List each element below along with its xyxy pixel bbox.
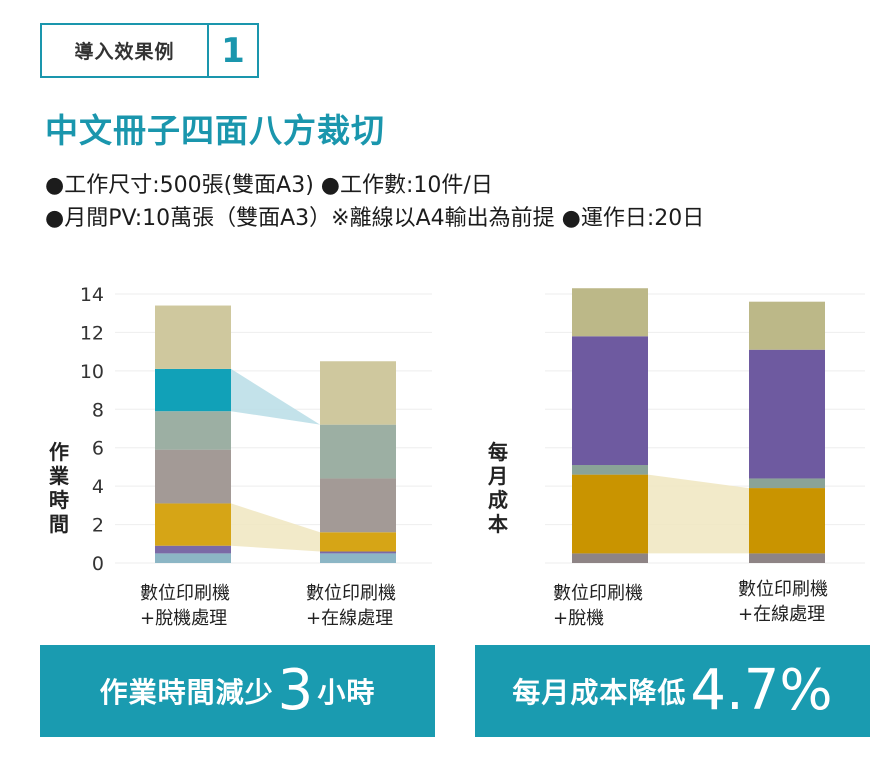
time-bar-2-seg7 (320, 361, 396, 425)
time-y-tick-label: 4 (92, 476, 104, 498)
cost-bar-1-seg5 (572, 288, 648, 337)
time-bar-1-seg5 (155, 411, 231, 450)
cost-reduction-banner: 每月成本降低 4.7% (475, 645, 870, 737)
time-connector (231, 503, 320, 552)
cost-reduction-number: 4.7% (690, 658, 833, 723)
time-bar-1-seg3 (155, 503, 231, 546)
time-bar-1-seg1 (155, 553, 231, 563)
work-time-chart: 0 2 4 6 8 10 12 14 (80, 284, 865, 575)
case-badge: 導入效果例 1 (40, 23, 259, 78)
cost-bar-2-seg3 (749, 478, 825, 489)
page-title: 中文冊子四面八方裁切 (45, 111, 385, 150)
time-reduction-banner: 作業時間減少 3 小時 (40, 645, 435, 737)
time-reduction-unit: 小時 (317, 676, 376, 709)
right-x-label-1: 數位印刷機 +脫機 (553, 581, 643, 631)
cost-reduction-text: 每月成本降低 (512, 676, 687, 709)
right-x-label-2-line1: 數位印刷機 (738, 579, 828, 600)
cost-bar-1-seg4 (572, 336, 648, 466)
left-x-label-1-line1: 數位印刷機 (140, 583, 230, 604)
badge-number: 1 (221, 30, 245, 71)
time-y-tick-label: 10 (80, 361, 104, 383)
cost-bar-1-seg2 (572, 474, 648, 554)
right-x-label-1-line2: +脫機 (553, 608, 605, 629)
cost-bar-2-seg1 (749, 553, 825, 563)
ylabel-right-char-3: 本 (488, 512, 508, 536)
left-x-label-1: 數位印刷機 +脫機處理 (140, 581, 230, 631)
time-reduction-text: 作業時間減少 (99, 676, 274, 709)
spec-line-1: ●工作尺寸:500張(雙面A3) ●工作數:10件/日 (45, 173, 493, 198)
right-x-label-2: 數位印刷機 +在線處理 (738, 577, 828, 627)
monthly-cost-axis-label: 每月成本 (486, 440, 510, 536)
ylabel-left-char-3: 間 (49, 512, 69, 536)
time-bar-1-seg6 (155, 368, 231, 412)
time-y-tick-label: 8 (92, 399, 104, 421)
time-bar-1-seg7 (155, 305, 231, 369)
cost-bar-2-seg2 (749, 488, 825, 554)
time-y-tick-label: 14 (80, 284, 104, 306)
time-bar-2-seg5 (320, 424, 396, 479)
cost-bar-2-seg4 (749, 349, 825, 479)
right-x-label-1-line1: 數位印刷機 (553, 583, 643, 604)
time-connector (231, 368, 320, 425)
time-bar-1-seg4 (155, 449, 231, 504)
spec-line-2: ●月間PV:10萬張（雙面A3）※離線以A4輸出為前提 ●運作日:20日 (45, 206, 705, 231)
ylabel-right-char-0: 每 (488, 440, 508, 464)
time-y-tick-label: 2 (92, 515, 104, 537)
badge-label: 導入效果例 (42, 25, 209, 76)
work-time-axis-label: 作業時間 (47, 440, 71, 536)
time-bar-2-seg3 (320, 532, 396, 552)
cost-bar-1-seg1 (572, 553, 648, 563)
time-y-tick-label: 0 (92, 553, 104, 575)
ylabel-left-char-1: 業 (49, 464, 69, 488)
ylabel-left-char-0: 作 (49, 440, 69, 464)
time-reduction-number: 3 (277, 658, 314, 723)
ylabel-right-char-1: 月 (488, 464, 508, 488)
left-x-label-2: 數位印刷機 +在線處理 (306, 581, 396, 631)
time-bar-1-seg2 (155, 545, 231, 554)
time-bar-2-seg1 (320, 553, 396, 563)
cost-connector (648, 474, 749, 554)
ylabel-left-char-2: 時 (49, 488, 69, 512)
left-x-label-2-line2: +在線處理 (306, 608, 394, 629)
cost-bar-1-seg3 (572, 465, 648, 475)
left-x-label-1-line2: +脫機處理 (140, 608, 228, 629)
time-y-tick-label: 6 (92, 438, 104, 460)
left-x-label-2-line1: 數位印刷機 (306, 583, 396, 604)
cost-bar-2-seg5 (749, 301, 825, 350)
right-x-label-2-line2: +在線處理 (738, 604, 826, 625)
ylabel-right-char-2: 成 (488, 488, 508, 512)
time-bar-2-seg4 (320, 478, 396, 533)
time-bar-2-seg2 (320, 551, 396, 554)
time-y-tick-label: 12 (80, 322, 104, 344)
